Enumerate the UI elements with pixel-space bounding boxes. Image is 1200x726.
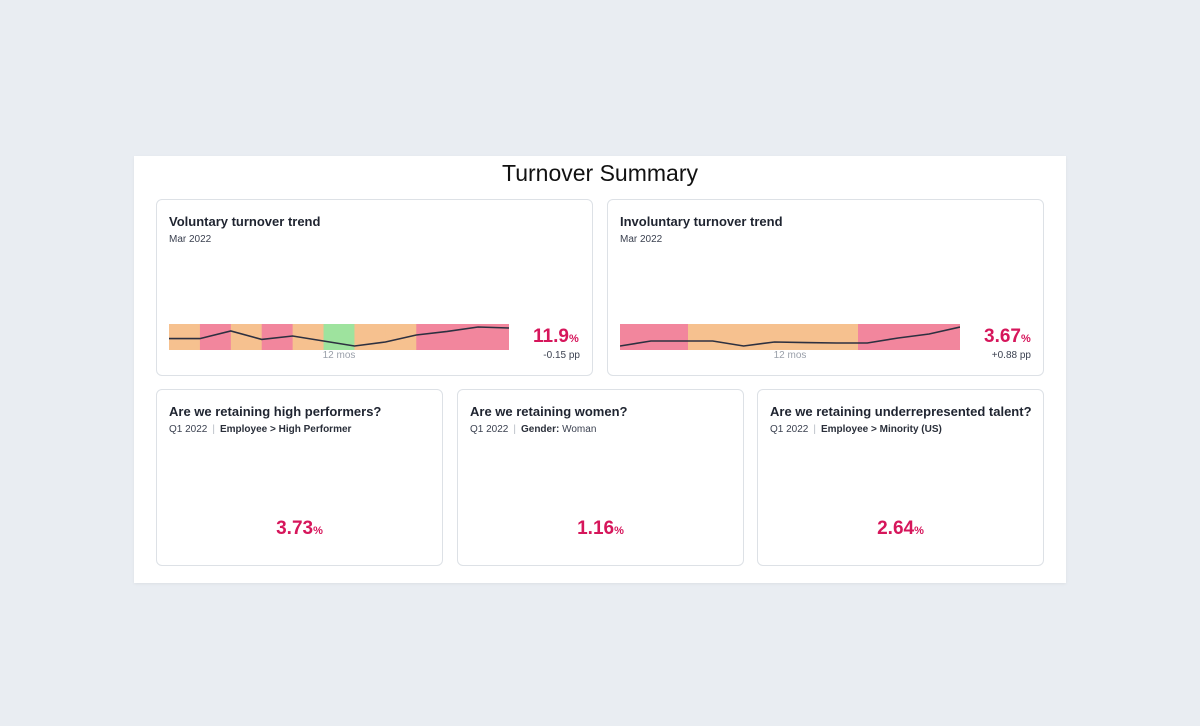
kpi-number: 1.16	[577, 518, 615, 539]
voluntary-delta: -0.15 pp	[543, 350, 580, 361]
retain-women-card[interactable]: Are we retaining women? Q1 2022 | Gender: …	[457, 389, 744, 566]
card-subtitle: Q1 2022 | Gender: Woman	[470, 424, 596, 435]
retain-high-value: 3.73%	[157, 518, 442, 540]
kpi-unit: %	[1020, 333, 1031, 345]
involuntary-turnover-card[interactable]: Involuntary turnover trend Mar 2022 12 m…	[607, 199, 1044, 376]
sparkline-band-orange	[790, 324, 825, 350]
card-title: Voluntary turnover trend	[169, 214, 321, 229]
retain-high-performers-card[interactable]: Are we retaining high performers? Q1 202…	[156, 389, 443, 566]
card-filter-value: Woman	[562, 424, 597, 435]
sparkline-caption: 12 mos	[773, 350, 807, 361]
sparkline-band-red	[620, 324, 655, 350]
retain-women-value: 1.16%	[458, 518, 743, 540]
card-subtitle: Q1 2022 | Employee > High Performer	[169, 424, 351, 435]
sparkline-band-orange	[230, 324, 263, 350]
card-period: Q1 2022	[169, 424, 208, 435]
separator: |	[813, 424, 816, 435]
sparkline-band-orange	[688, 324, 723, 350]
kpi-unit: %	[568, 333, 579, 345]
sparkline-band-red	[858, 324, 893, 350]
panel-title: Turnover Summary	[502, 160, 698, 186]
sparkline-trend-line	[169, 326, 509, 347]
sparkline-band-orange	[756, 324, 791, 350]
card-filter: Employee > Minority (US)	[820, 424, 942, 435]
sparkline-band-red	[416, 324, 448, 350]
card-subtitle: Q1 2022 | Employee > Minority (US)	[770, 424, 942, 435]
kpi-number: 3.73	[276, 518, 314, 539]
separator: |	[513, 424, 516, 435]
sparkline-band-orange	[824, 324, 859, 350]
kpi-unit: %	[614, 525, 624, 537]
card-period: Mar 2022	[169, 234, 212, 245]
involuntary-delta: +0.88 pp	[991, 350, 1031, 361]
card-period: Q1 2022	[470, 424, 509, 435]
kpi-unit: %	[914, 525, 924, 537]
card-title: Are we retaining women?	[470, 404, 628, 419]
retain-underrepresented-value: 2.64%	[758, 518, 1043, 540]
voluntary-sparkline	[169, 324, 509, 350]
kpi-number: 2.64	[877, 518, 915, 539]
involuntary-sparkline	[620, 324, 960, 350]
voluntary-turnover-card[interactable]: Voluntary turnover trend Mar 2022 12 mos…	[156, 199, 593, 376]
card-filter: Employee > High Performer	[219, 424, 352, 435]
involuntary-turnover-value: 3.67%	[984, 326, 1031, 348]
retain-underrepresented-card[interactable]: Are we retaining underrepresented talent…	[757, 389, 1044, 566]
sparkline-band-red	[654, 324, 689, 350]
kpi-unit: %	[313, 525, 323, 537]
card-title: Are we retaining high performers?	[169, 404, 382, 419]
turnover-summary-panel: Turnover Summary Voluntary turnover tren…	[134, 156, 1066, 583]
card-title: Involuntary turnover trend	[620, 214, 783, 229]
separator: |	[212, 424, 215, 435]
sparkline-trend-line	[620, 326, 960, 347]
card-title: Are we retaining underrepresented talent…	[770, 404, 1032, 419]
kpi-number: 11.9	[533, 326, 569, 347]
voluntary-turnover-value: 11.9%	[533, 326, 579, 348]
card-period: Mar 2022	[620, 234, 663, 245]
kpi-number: 3.67	[984, 326, 1021, 347]
sparkline-band-orange	[385, 324, 417, 350]
card-period: Q1 2022	[770, 424, 809, 435]
sparkline-band-orange	[169, 324, 201, 350]
card-filter-key: Gender:	[520, 424, 560, 435]
sparkline-caption: 12 mos	[322, 350, 356, 361]
